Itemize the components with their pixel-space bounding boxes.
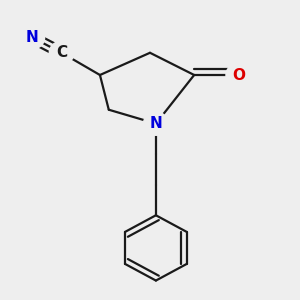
Text: O: O [232, 68, 245, 82]
Circle shape [20, 26, 45, 49]
Circle shape [49, 41, 74, 64]
Text: C: C [56, 45, 67, 60]
Text: N: N [149, 116, 162, 131]
Text: N: N [26, 30, 39, 45]
Circle shape [226, 63, 251, 87]
Circle shape [143, 112, 168, 135]
